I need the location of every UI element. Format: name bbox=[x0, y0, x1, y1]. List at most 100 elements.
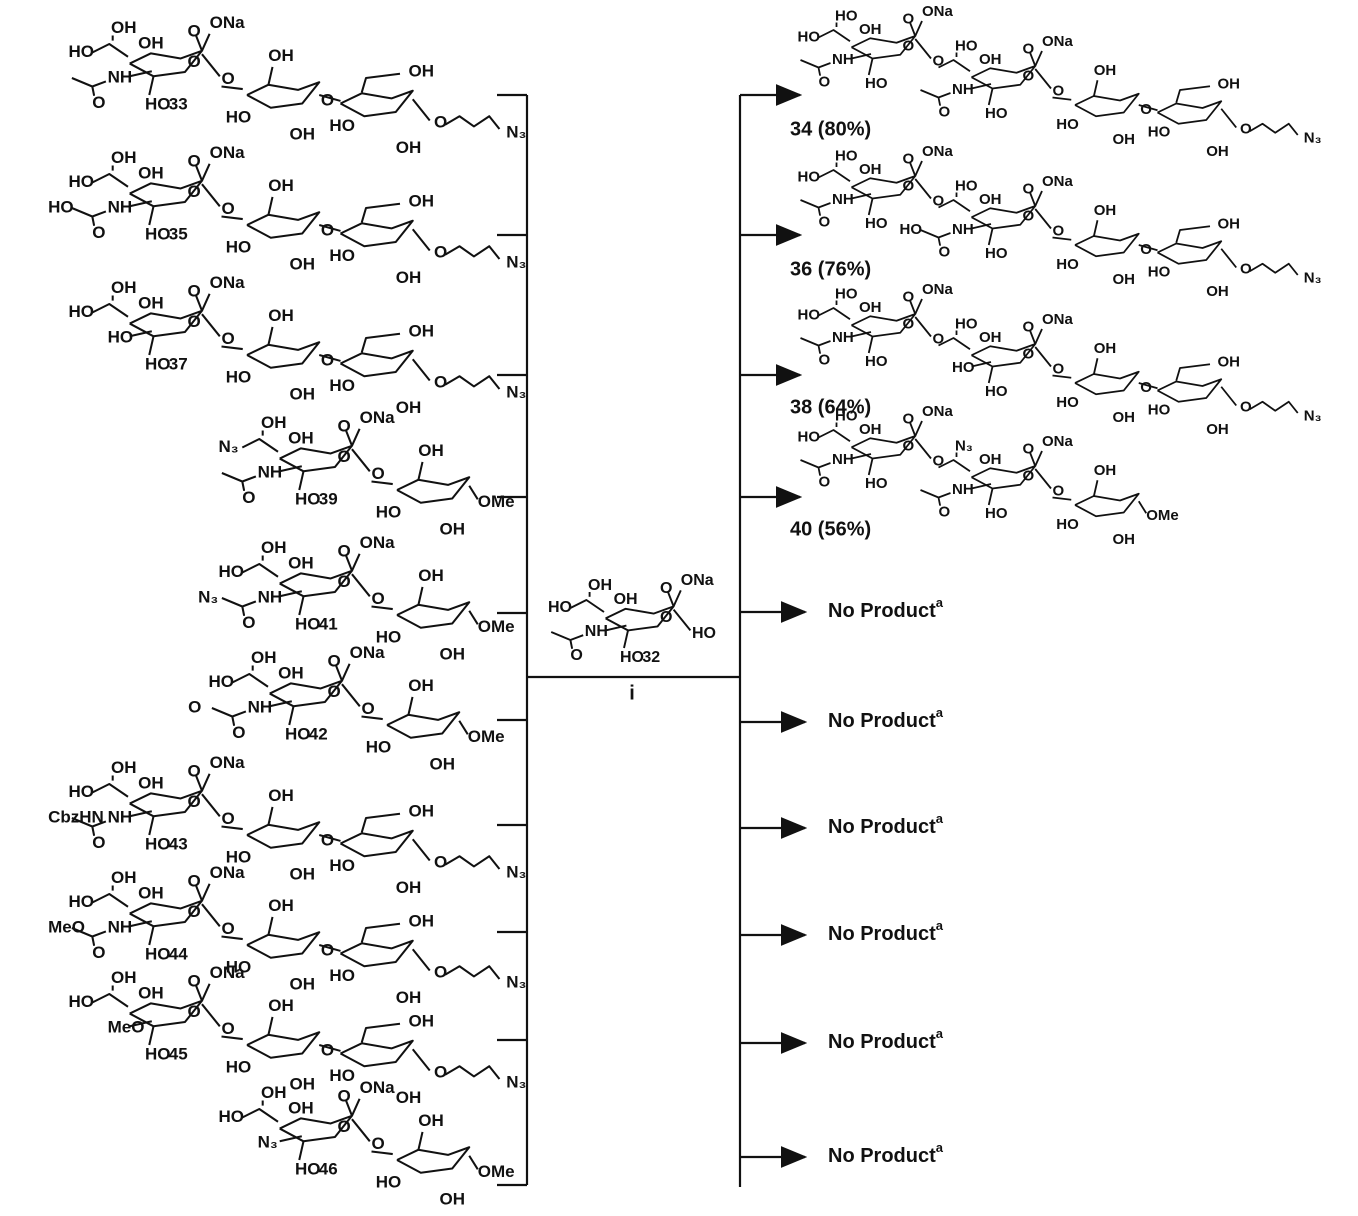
acyl bbox=[551, 632, 583, 648]
atom-label: OH bbox=[418, 441, 444, 460]
bond bbox=[869, 337, 873, 354]
atom-label: O bbox=[903, 437, 915, 454]
atom-label: OH bbox=[111, 278, 137, 297]
chain bbox=[445, 116, 499, 129]
atom-label: O bbox=[328, 682, 341, 701]
atom-label: HO bbox=[145, 225, 170, 244]
ring bbox=[341, 1041, 413, 1067]
acceptor: OHHOOHOMe bbox=[372, 1111, 515, 1208]
atom-label: OH bbox=[979, 191, 1002, 208]
atom-label: ONa bbox=[210, 963, 246, 982]
atom-label: HO bbox=[1148, 124, 1171, 141]
bond bbox=[1035, 51, 1042, 66]
atom-label: HO bbox=[329, 856, 355, 875]
chain bbox=[92, 174, 128, 187]
no-product: No Producta bbox=[828, 1140, 944, 1167]
no-product-text: No Product bbox=[828, 923, 936, 945]
bond bbox=[149, 1026, 153, 1045]
ring bbox=[1075, 234, 1139, 257]
atom-label: O bbox=[92, 223, 105, 242]
bond bbox=[1094, 358, 1098, 375]
atom-label: NH bbox=[952, 81, 974, 98]
bond bbox=[1094, 80, 1098, 97]
acceptor: OHHOOHOOHHOOHON₃ bbox=[1053, 62, 1322, 160]
atom-label: OH bbox=[979, 51, 1002, 68]
atom-label: O bbox=[362, 699, 375, 718]
ring bbox=[397, 602, 469, 628]
atom-label: OH bbox=[138, 983, 164, 1002]
atom-label: HO bbox=[329, 116, 355, 135]
bond bbox=[459, 721, 468, 735]
atom-label: OH bbox=[138, 293, 164, 312]
bond bbox=[915, 317, 931, 337]
chain bbox=[242, 564, 278, 577]
bond bbox=[222, 937, 243, 940]
atom-label: O bbox=[338, 542, 351, 561]
atom-label: ONa bbox=[360, 1078, 396, 1097]
atom-label: HO bbox=[952, 359, 975, 376]
atom-label: O bbox=[434, 373, 447, 392]
no-product: No Producta bbox=[828, 705, 944, 732]
bond bbox=[222, 87, 243, 90]
atom-label: O bbox=[819, 213, 831, 230]
no-product-text: No Product bbox=[828, 816, 936, 838]
bond bbox=[362, 204, 400, 223]
atom-label: O bbox=[1023, 440, 1035, 457]
atom-label: HO bbox=[226, 367, 252, 386]
ring bbox=[1158, 101, 1222, 124]
atom-label: NH bbox=[258, 587, 283, 606]
bond bbox=[1035, 469, 1051, 489]
ring bbox=[247, 932, 319, 958]
no-product-text: No Product bbox=[828, 710, 936, 732]
bond bbox=[268, 327, 272, 346]
atom-label: OH bbox=[396, 398, 422, 417]
bond bbox=[352, 449, 370, 471]
chain bbox=[1250, 264, 1298, 275]
atom-label: O bbox=[321, 1040, 334, 1059]
reaction-scheme: i HOOHOHOOONaHOONHO33OHHOOHOOHHOOHON₃HOO… bbox=[0, 0, 1358, 1216]
atom-label: O bbox=[242, 613, 255, 632]
atom-label: NH bbox=[108, 67, 133, 86]
atom-label: ONa bbox=[210, 753, 246, 772]
atom-label: OH bbox=[859, 21, 882, 38]
arrows bbox=[740, 95, 805, 1157]
bond bbox=[202, 794, 220, 816]
atom-label: O bbox=[1023, 180, 1035, 197]
atom-label: N₃ bbox=[258, 1132, 278, 1151]
atom-label: HO bbox=[955, 315, 978, 332]
atom-label: OH bbox=[440, 519, 466, 538]
atom-label: O bbox=[187, 312, 200, 331]
bond bbox=[989, 367, 993, 384]
bond bbox=[268, 917, 272, 936]
starting-material: HOOHOHOOONaHOON₃46OHHOOHOMe bbox=[219, 1078, 515, 1208]
atom-label: OH bbox=[1113, 409, 1136, 426]
bond bbox=[149, 816, 153, 835]
bond bbox=[915, 179, 931, 199]
atom-label: HO bbox=[798, 306, 821, 323]
bond bbox=[1221, 249, 1236, 268]
bond bbox=[202, 54, 220, 76]
atom-label: HO bbox=[798, 168, 821, 185]
atom-label: O bbox=[92, 943, 105, 962]
atom-label: OH bbox=[1218, 76, 1241, 93]
bond bbox=[1176, 226, 1210, 243]
atom-label: O bbox=[903, 37, 915, 54]
bond bbox=[202, 184, 220, 206]
atom-label: OH bbox=[288, 553, 314, 572]
atom-label: O bbox=[903, 315, 915, 332]
atom-label: O bbox=[221, 69, 234, 88]
bond bbox=[418, 462, 422, 481]
atom-label: O bbox=[187, 762, 200, 781]
atom-label: O bbox=[187, 792, 200, 811]
atom-label: OH bbox=[1206, 283, 1229, 300]
chain bbox=[232, 674, 268, 687]
atom-label: O bbox=[1023, 345, 1035, 362]
atom-label: HO bbox=[865, 75, 888, 92]
ring bbox=[247, 1032, 319, 1058]
atom-label: NH bbox=[585, 623, 608, 640]
atom-label: OH bbox=[138, 883, 164, 902]
atom-label: O bbox=[434, 113, 447, 132]
atom-label: HO bbox=[329, 246, 355, 265]
atom-label: OH bbox=[268, 306, 294, 325]
atom-label: O bbox=[338, 417, 351, 436]
